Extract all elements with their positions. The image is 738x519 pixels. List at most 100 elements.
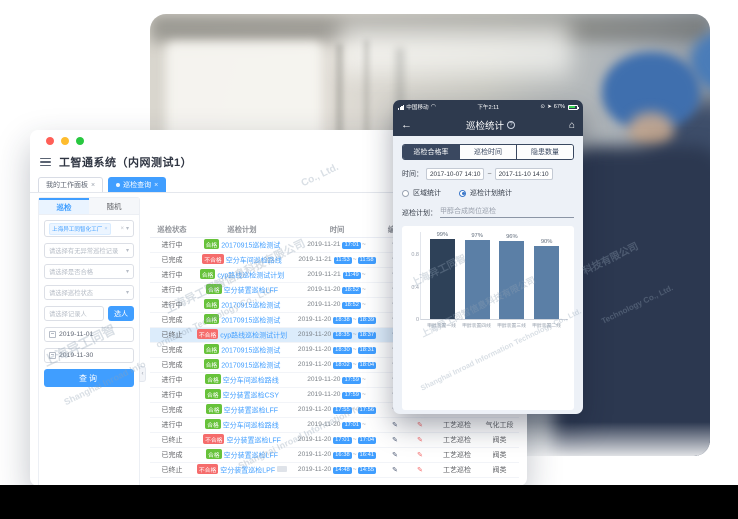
start-time-badge: 18:52 — [342, 301, 361, 309]
back-icon[interactable]: ← — [401, 119, 412, 131]
bar-chart-plot: 99% 97% 96% 90% 0 0.4 0.8 — [411, 232, 568, 323]
plan-link[interactable]: 空分车间巡检路线 — [222, 422, 279, 430]
bar-value-label: 97% — [471, 233, 483, 240]
status-cell: 进行中 — [161, 287, 183, 294]
radio-plan-stat[interactable] — [459, 189, 466, 197]
start-date-input[interactable]: 2019-11-01 — [44, 327, 134, 342]
pick-person-button[interactable]: 选人 — [108, 306, 134, 321]
end-time-badge: 18:37 — [357, 331, 377, 339]
end-date-input[interactable]: 2019-11-30 — [44, 348, 134, 363]
active-dot-icon — [116, 183, 121, 187]
plan-link[interactable]: cyp路线巡检测试计划 — [217, 272, 285, 280]
close-tab-icon[interactable]: × — [91, 181, 96, 189]
filter-select-0[interactable]: 请选择有无异常巡检记录 ▾ — [44, 243, 134, 258]
time-from-input[interactable]: 2017-10-07 14:10 — [426, 168, 485, 180]
table-row[interactable]: 已终止 不合格 空分装置巡检LPF 2019-11-20 14:48 ~14:55 ✎ ✎ 工艺… — [150, 463, 519, 478]
phone-page-title: 巡检统计 ? — [412, 118, 569, 132]
result-badge: 合格 — [203, 299, 220, 310]
radio-area-stat[interactable] — [402, 189, 409, 197]
status-cell: 已完成 — [161, 452, 183, 459]
mobile-app-screen: 中国移动 ◠ 下午2:11 ⊙ ➤ 67% ← 巡检统计 ? ⌂ 巡检合格率 巡检… — [393, 100, 583, 414]
plan-link[interactable]: 20170915巡检测试 — [221, 317, 281, 325]
close-window-button[interactable] — [46, 137, 54, 145]
table-row[interactable]: 已终止 不合格 空分装置巡检LFF 2019-11-20 17:01 ~17:04 ✎ ✎ 工艺… — [150, 433, 519, 448]
plan-cell: 合格 20170915巡检测试 — [194, 359, 290, 371]
type-cell: 工艺巡检 — [443, 422, 471, 429]
tab-my-workbench[interactable]: 我的工作面板 × — [38, 177, 104, 192]
area-cell: 气化工段 — [485, 422, 514, 429]
end-time-badge: 18:31 — [357, 346, 377, 354]
result-badge: 不合格 — [202, 254, 224, 265]
tilde: ~ — [352, 406, 357, 414]
tilde: ~ — [361, 376, 366, 384]
start-time-badge: 18:02 — [333, 361, 352, 369]
help-icon[interactable]: ? — [506, 121, 515, 129]
bar — [464, 240, 490, 319]
table-row[interactable]: 进行中 合格 空分车间巡检路线 2019-11-20 17:01 ~ ✎ ✎ 工艺巡检 气化工段 — [150, 418, 519, 433]
orientation-lock-icon: ⊙ — [540, 104, 546, 110]
recorder-input[interactable]: 请选择记录人 — [44, 306, 104, 321]
plan-link[interactable]: 空分车间巡检路线 — [222, 377, 279, 385]
plan-link[interactable]: 空分车间巡检路线 — [225, 257, 282, 265]
tilde: ~ — [352, 436, 357, 444]
x-axis-label: 甲醇装置三线 — [497, 324, 526, 329]
bar-group: 90% — [532, 239, 562, 319]
search-button[interactable]: 查询 — [44, 369, 134, 387]
minimize-window-button[interactable] — [61, 137, 69, 145]
plan-link[interactable]: 20170915巡检测试 — [221, 347, 281, 355]
plan-link[interactable]: 20170915巡检测试 — [221, 362, 281, 370]
time-to-input[interactable]: 2017-11-10 14:10 — [494, 168, 553, 180]
area-cell: 阀类 — [492, 452, 507, 459]
home-icon[interactable]: ⌂ — [568, 119, 575, 131]
plan-link[interactable]: 空分装置巡检LFF — [226, 437, 281, 445]
plan-link[interactable]: 空分装置巡检LPF — [220, 467, 276, 475]
bar-group: 99% — [427, 232, 457, 319]
tilde: ~ — [352, 346, 357, 354]
filter-select-1[interactable]: 请选择是否合格 ▾ — [44, 264, 134, 279]
start-date-value: 2019-11-01 — [59, 331, 94, 338]
clear-icon[interactable]: × — [120, 225, 124, 232]
alert-signature-icon: ✎ — [417, 467, 423, 474]
segment-0[interactable]: 巡检合格率 — [403, 145, 459, 159]
plan-cell: 不合格 空分装置巡检LPF — [194, 464, 290, 476]
segment-1[interactable]: 巡检时间 — [459, 145, 516, 159]
plan-link[interactable]: 空分装置巡检LFF — [223, 407, 279, 415]
type-cell: 工艺巡检 — [443, 467, 471, 474]
plan-link[interactable]: 20170915巡检测试 — [221, 302, 281, 310]
remove-tag-icon[interactable]: × — [104, 225, 108, 232]
factory-select[interactable]: 上海异工同智化工厂 × × ▾ — [44, 220, 134, 237]
time-cell: 2019-11-21 11:49 ~ — [290, 271, 384, 279]
plan-cell: 合格 20170915巡检测试 — [194, 314, 290, 326]
tilde: ~ — [352, 466, 357, 474]
maximize-window-button[interactable] — [76, 137, 84, 145]
time-cell: 2019-11-20 18:30 ~18:31 — [290, 346, 384, 354]
x-axis-label: 甲醇装置一线 — [427, 324, 456, 329]
status-cell: 进行中 — [161, 272, 183, 279]
sidebar-tab-inspection[interactable]: 巡检 — [39, 198, 89, 214]
plan-link[interactable]: 空分装置巡检CSY — [222, 392, 279, 400]
plan-link[interactable]: cyp路线巡检测试计划 — [220, 332, 288, 340]
factory-tag: 上海异工同智化工厂 × — [49, 222, 111, 235]
x-axis-label: 甲醇装置二线 — [532, 324, 561, 329]
plan-link[interactable]: 空分装置巡检LFF — [223, 287, 279, 295]
plan-link[interactable]: 20170915巡检测试 — [221, 242, 281, 250]
result-badge: 合格 — [205, 419, 221, 430]
column-header: 巡检状态 — [157, 225, 187, 234]
tab-inspection-query[interactable]: 巡检查询 × — [108, 177, 167, 192]
location-icon: ➤ — [547, 104, 552, 110]
time-cell: 2019-11-20 17:55 ~17:56 — [290, 406, 384, 414]
sidebar-tab-random[interactable]: 随机 — [89, 198, 139, 214]
plan-value-input[interactable]: 甲醇合成岗位巡检 — [440, 206, 574, 218]
segment-2[interactable]: 隐患数量 — [516, 145, 573, 159]
plan-link[interactable]: 空分装置巡检LFF — [223, 452, 279, 460]
filter-select-2[interactable]: 请选择巡检状态 ▾ — [44, 285, 134, 300]
menu-icon[interactable] — [40, 157, 51, 167]
result-badge: 合格 — [203, 359, 220, 370]
writer-cell: ✎ — [384, 436, 406, 444]
signature-icon: ✎ — [392, 422, 398, 429]
table-row[interactable]: 已完成 合格 空分装置巡检LFF 2019-11-20 16:38 ~16:41 ✎ ✎ 工艺巡… — [150, 448, 519, 463]
close-tab-icon[interactable]: × — [154, 181, 159, 189]
collapse-sidebar-handle[interactable]: ‹ — [139, 366, 146, 382]
start-time-badge: 18:38 — [333, 316, 352, 324]
